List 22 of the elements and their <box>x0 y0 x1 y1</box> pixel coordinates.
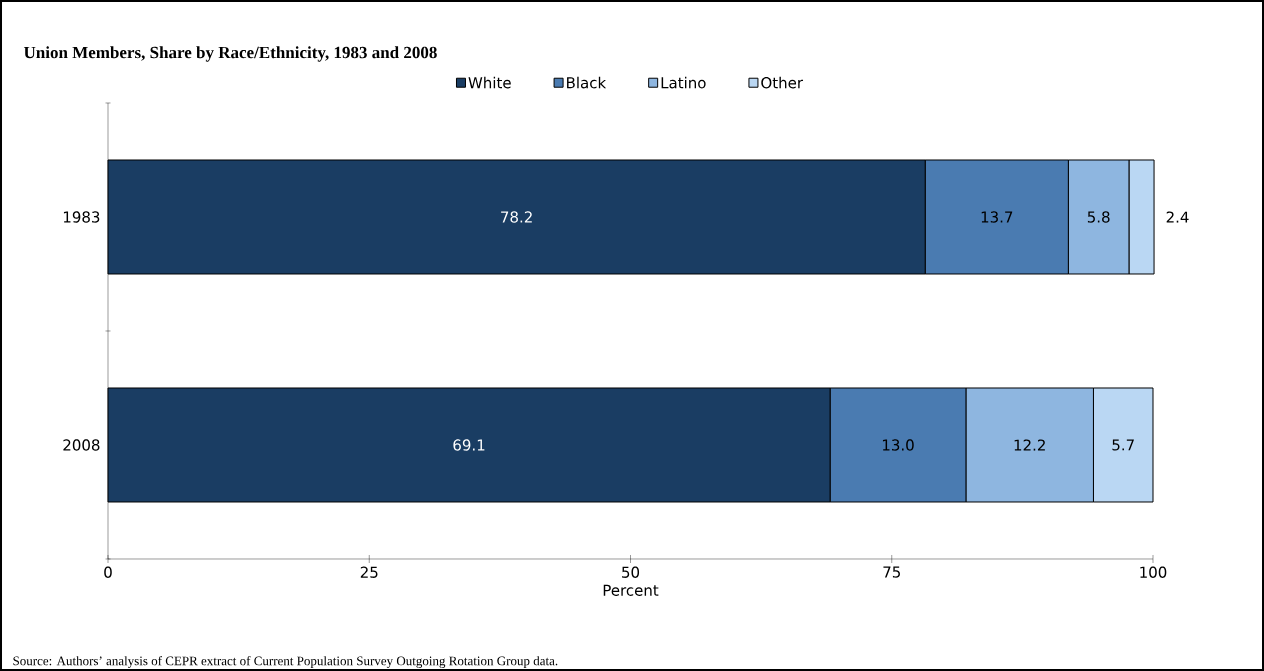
data-label: 13.0 <box>882 439 914 451</box>
data-label: 78.2 <box>501 211 532 223</box>
data-label: 2.4 <box>1166 211 1189 223</box>
x-tick-label: 50 <box>622 566 640 578</box>
x-tick-label: 75 <box>883 566 900 578</box>
legend-label: White <box>468 76 511 89</box>
legend-label: Black <box>567 76 607 89</box>
x-tick-label: 100 <box>1140 566 1167 578</box>
source-note: Source: Authors’ analysis of CEPR extract of Current Population Survey Outgoing Rotation Group data. <box>13 655 558 668</box>
legend-label: Latino <box>661 76 706 89</box>
data-label: 5.8 <box>1087 211 1110 223</box>
chart-title: Union Members, Share by Race/Ethnicity, 1983 and 2008 <box>23 46 437 62</box>
data-label: 12.2 <box>1014 439 1045 451</box>
data-label: 5.7 <box>1112 439 1134 451</box>
data-label: 13.7 <box>981 211 1013 223</box>
x-axis-title: Percent <box>603 584 659 596</box>
legend-label: Other <box>761 76 804 89</box>
x-tick-label: 0 <box>104 566 112 578</box>
y-tick-label: 1983 <box>63 211 100 223</box>
y-tick-label: 2008 <box>63 439 100 451</box>
data-label: 69.1 <box>453 439 485 451</box>
x-tick-label: 25 <box>360 566 378 578</box>
